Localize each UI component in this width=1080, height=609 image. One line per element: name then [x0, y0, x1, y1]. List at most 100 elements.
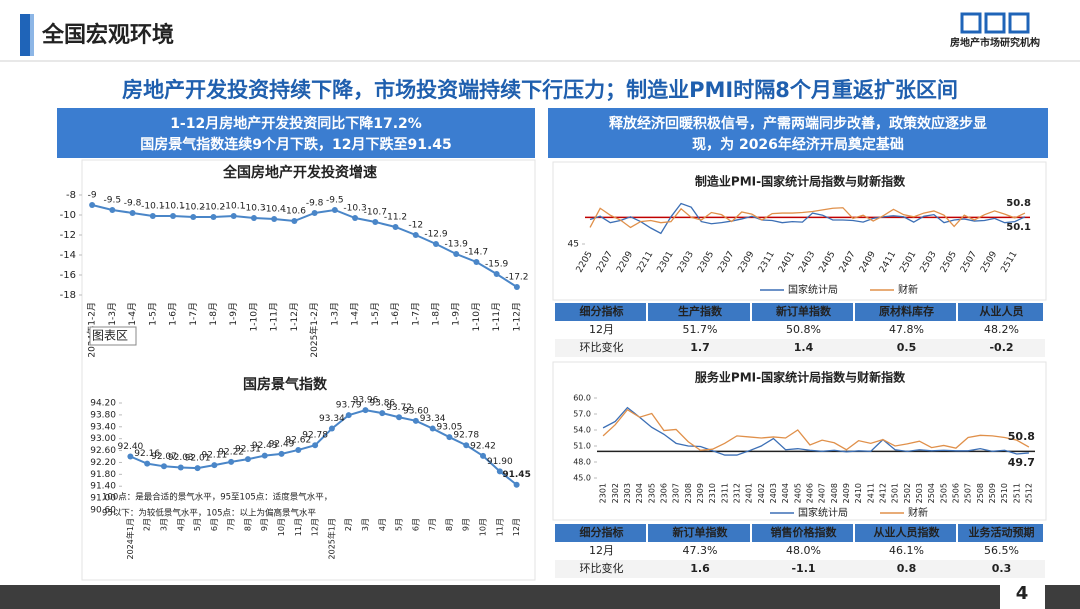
x-tick-label: 2510 [1000, 483, 1009, 503]
x-tick-label: 1-3月 [329, 302, 340, 326]
table-cell: -0.2 [989, 341, 1013, 354]
x-tick-label: 2410 [854, 483, 863, 503]
data-label: -10.1 [222, 202, 245, 212]
point [312, 442, 319, 449]
table-header: 销售价格指数 [771, 525, 838, 539]
table-header-cell [648, 524, 750, 542]
y-tick-label: 93.80 [90, 410, 116, 420]
y-tick-label: 57.0 [573, 410, 591, 419]
data-label: -9.8 [306, 199, 324, 209]
y-tick-label: 45.0 [573, 474, 591, 483]
data-label: -10.2 [202, 203, 225, 213]
x-tick-label: 1-12月 [289, 302, 300, 331]
x-tick-label: 2304 [635, 483, 644, 503]
point [493, 271, 500, 277]
point [295, 446, 302, 453]
data-label: -10.6 [283, 207, 307, 217]
y-tick-label: -8 [66, 190, 76, 201]
logo-block [960, 12, 982, 34]
x-tick-label: 2月 [143, 518, 152, 531]
x-tick-label: 2306 [659, 483, 668, 503]
point [412, 417, 419, 424]
table-cell: 环比变化 [580, 340, 624, 354]
x-tick-label: 10月 [277, 518, 286, 536]
page-title: 全国宏观环境 [41, 22, 174, 48]
table-cell: 48.2% [984, 323, 1019, 336]
x-tick-label: 1-7月 [410, 302, 421, 326]
point [149, 213, 156, 219]
table-cell: 47.3% [683, 544, 718, 557]
data-label: -9.5 [104, 196, 122, 206]
data-label: 92.31 [235, 445, 261, 455]
data-label: -11.2 [384, 213, 407, 223]
x-tick-label: 1-10月 [471, 302, 482, 331]
table-header: 新订单指数 [776, 304, 832, 318]
chart-title: 服务业PMI-国家统计局指数与财新指数 [695, 370, 906, 385]
table-cell: 1.6 [690, 562, 710, 575]
logo-block [1008, 12, 1030, 34]
x-tick-label: 2504 [927, 483, 936, 503]
x-tick-label: 2507 [964, 483, 973, 503]
table-cell: 12月 [589, 544, 614, 557]
x-tick-label: 4月 [176, 518, 185, 531]
annotation: 100点：是最合适的景气水平，95至105点：适度景气水平， [102, 492, 332, 503]
point [250, 215, 257, 221]
title-bar-accent [30, 14, 34, 56]
x-tick-label: 1-12月 [511, 302, 522, 331]
x-tick-label: 2305 [647, 483, 656, 503]
table-cell: 51.7% [683, 323, 718, 336]
data-label: 92.07 [151, 452, 177, 462]
logo: 房地产市场研究机构 [950, 12, 1040, 49]
data-label: -10.3 [343, 204, 366, 214]
point [278, 450, 285, 457]
x-tick-label: 11月 [294, 518, 303, 536]
data-label: 92.11 [201, 451, 227, 461]
point [496, 468, 503, 475]
x-tick-label: 2509 [988, 483, 997, 503]
data-label: 93.96 [353, 396, 379, 406]
series-line [589, 202, 1026, 235]
table-header: 新订单指数 [673, 525, 729, 539]
data-label: 92.43 [252, 441, 278, 451]
data-label: 92.42 [470, 441, 496, 451]
chart-box [552, 161, 1047, 301]
x-tick-label: 1-11月 [269, 302, 280, 331]
x-tick-label: 2025年1-2月 [308, 302, 320, 358]
x-tick-label: 2312 [732, 483, 741, 503]
table-header: 业务活动预期 [969, 525, 1035, 539]
x-tick-label: 2502 [903, 483, 912, 503]
x-tick-label: 2025年1月 [326, 518, 336, 559]
x-tick-label: 12月 [512, 518, 521, 536]
point [463, 442, 470, 449]
x-tick-label: 2401 [745, 483, 754, 503]
table-header-cell [958, 303, 1043, 321]
data-label: 93.34 [319, 414, 345, 424]
data-label: 92.49 [269, 439, 295, 449]
point [228, 458, 235, 465]
point [160, 463, 167, 470]
table-cell: 50.8% [786, 323, 821, 336]
x-tick-label: 2309 [696, 483, 705, 503]
data-label: 92.16 [134, 449, 160, 459]
x-tick-label: 2月 [344, 518, 353, 531]
y-tick-label: 93.40 [90, 422, 116, 432]
point [473, 259, 480, 265]
data-label: -9.5 [326, 196, 344, 206]
point [210, 214, 217, 220]
point [429, 425, 436, 432]
data-label: 93.72 [386, 403, 412, 413]
x-tick-label: 2403 [769, 483, 778, 503]
data-label: 92.62 [285, 435, 311, 445]
table-cell: 12月 [589, 323, 614, 336]
y-tick-label: 60.0 [573, 394, 591, 403]
x-tick-label: 2302 [611, 483, 620, 503]
x-tick-label: 1-6月 [168, 302, 179, 326]
left-banner [57, 108, 535, 158]
x-tick-label: 2512 [1024, 483, 1033, 503]
y-tick-label: -18 [60, 290, 76, 301]
x-tick-label: 2409 [842, 483, 851, 503]
point [177, 464, 184, 471]
series-line [602, 406, 1029, 456]
data-label: -12 [408, 221, 423, 231]
x-tick-label: 2408 [830, 483, 839, 503]
